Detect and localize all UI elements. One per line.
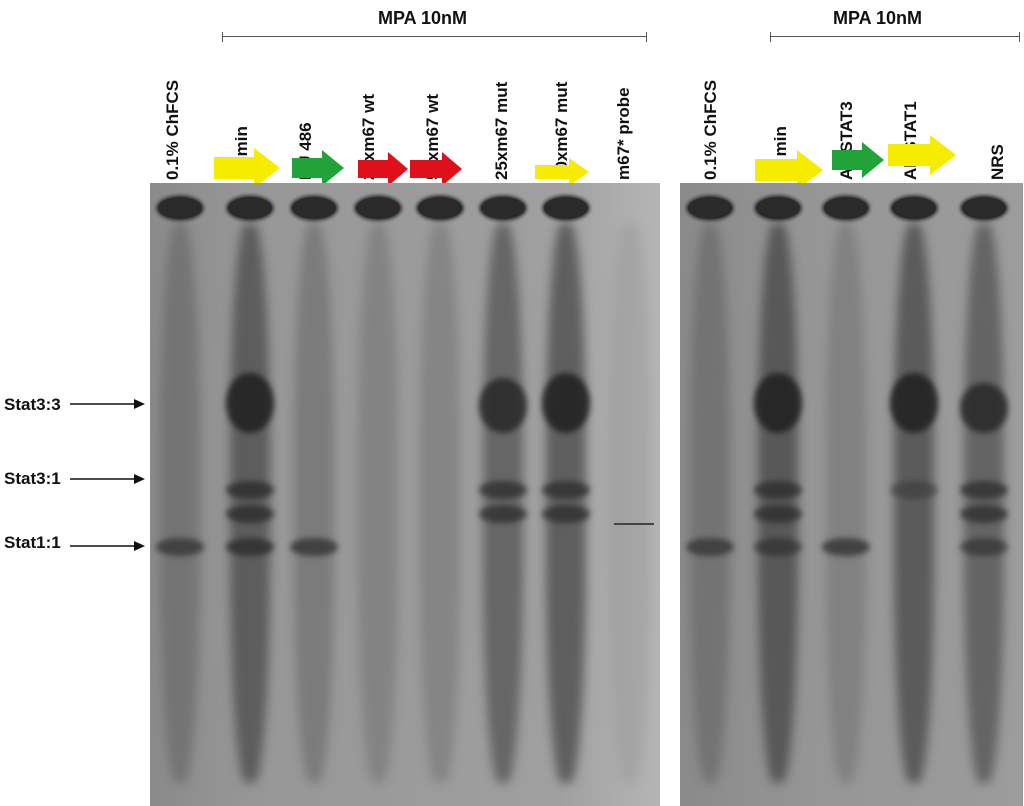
gel-image-left (150, 183, 660, 806)
arrow-right-icon (70, 541, 145, 551)
green-arrow-icon (832, 142, 884, 178)
arrow-right-icon (70, 399, 145, 409)
yellow-arrow-icon (755, 150, 823, 190)
lane-label-nrs: NRS (988, 144, 1007, 180)
lane-label-ctrl-left: 0.1% ChFCS (163, 79, 182, 180)
yellow-arrow-icon (214, 148, 280, 188)
gel-lane (222, 183, 278, 806)
lane-label-ctrl-right: 0.1% ChFCS (701, 79, 720, 180)
red-arrow-icon (358, 152, 408, 186)
gel-lane (152, 183, 208, 806)
mpa-label-right: MPA 10nM (833, 8, 923, 28)
gel-lane (956, 183, 1012, 806)
gel-lane (682, 183, 738, 806)
lane-label-probe: m67* probe (614, 87, 633, 180)
yellow-arrow-icon (535, 158, 589, 186)
gel-lane (286, 183, 342, 806)
gel-lane (350, 183, 406, 806)
mpa-label-left: MPA 10nM (378, 8, 468, 28)
gel-image-right (680, 183, 1023, 806)
arrow-right-icon (70, 474, 145, 484)
yellow-arrow-icon (888, 135, 956, 175)
gel-lane (538, 183, 594, 806)
red-arrow-icon (410, 152, 462, 186)
gel-lane (602, 183, 658, 806)
band-label-stat1-1: Stat1:1 (4, 533, 61, 552)
lane-label-25xm67mut: 25xm67 mut (492, 81, 511, 180)
gel-lane (818, 183, 874, 806)
gel-lane (750, 183, 806, 806)
band-label-stat3-1: Stat3:1 (4, 469, 61, 488)
gel-lane (475, 183, 531, 806)
gel-lane (886, 183, 942, 806)
green-arrow-icon (292, 150, 344, 186)
gel-lane (412, 183, 468, 806)
band-label-stat3-3: Stat3:3 (4, 395, 61, 414)
